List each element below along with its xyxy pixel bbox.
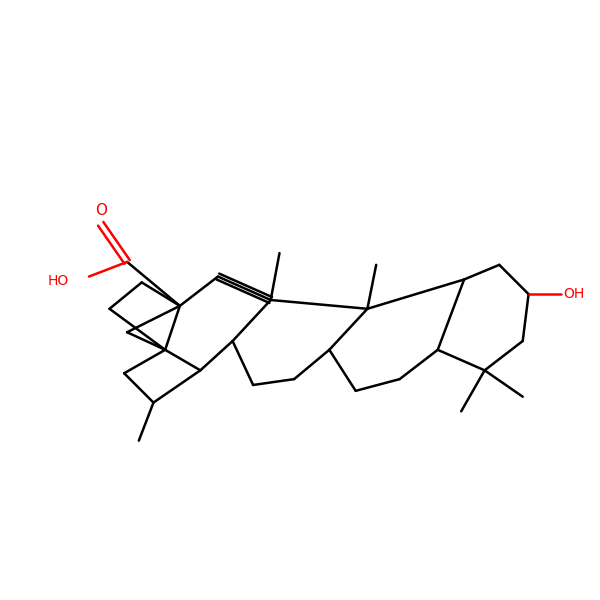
Text: OH: OH (564, 287, 585, 301)
Text: O: O (95, 203, 107, 218)
Text: HO: HO (47, 274, 68, 287)
